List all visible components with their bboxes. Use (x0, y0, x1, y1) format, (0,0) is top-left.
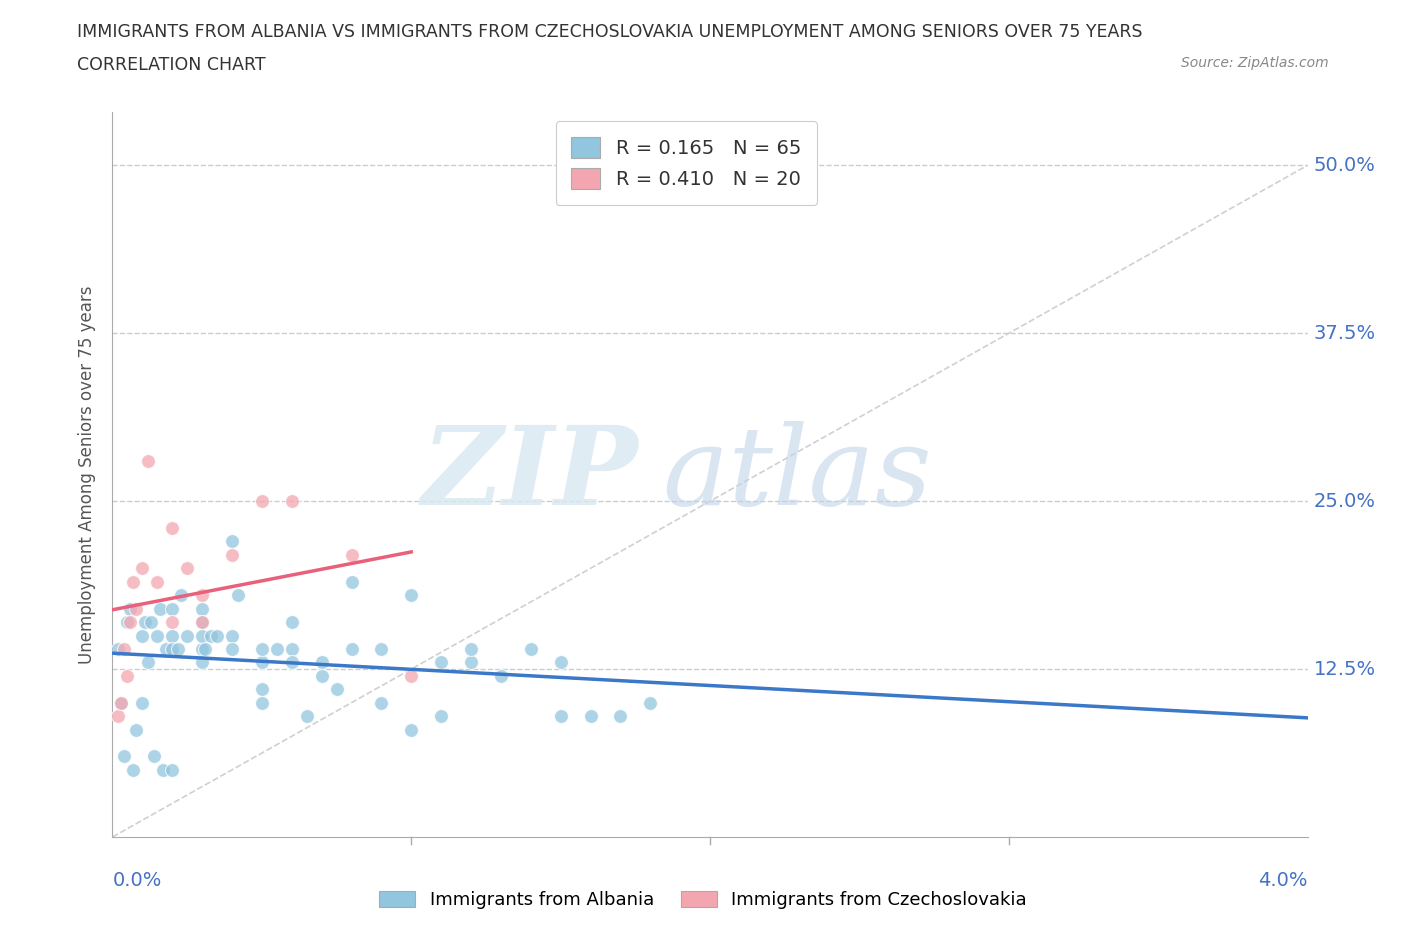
Point (340, 642, 363, 657)
Point (155, 642, 177, 657)
Point (125, 601, 148, 616)
Point (579, 709, 602, 724)
Point (176, 561, 198, 576)
Point (226, 588, 249, 603)
Point (120, 615, 142, 630)
Point (250, 494, 273, 509)
Legend: Immigrants from Albania, Immigrants from Czechoslovakia: Immigrants from Albania, Immigrants from… (371, 884, 1035, 916)
Point (460, 642, 482, 657)
Point (114, 642, 135, 657)
Point (281, 494, 304, 509)
Point (114, 749, 135, 764)
Point (550, 655, 572, 670)
Point (640, 696, 662, 711)
Point (311, 669, 333, 684)
Point (401, 588, 423, 603)
Point (143, 749, 166, 764)
Point (131, 628, 153, 643)
Text: 25.0%: 25.0% (1313, 492, 1375, 511)
Point (167, 642, 190, 657)
Point (281, 642, 304, 657)
Point (430, 655, 453, 670)
Point (146, 575, 169, 590)
Point (250, 655, 273, 670)
Point (162, 521, 183, 536)
Point (138, 454, 160, 469)
Point (221, 628, 243, 643)
Point (250, 642, 273, 657)
Point (125, 722, 148, 737)
Point (120, 601, 142, 616)
Point (191, 588, 214, 603)
Point (194, 642, 217, 657)
Point (141, 615, 163, 630)
Legend: R = 0.165   N = 65, R = 0.410   N = 20: R = 0.165 N = 65, R = 0.410 N = 20 (555, 121, 817, 205)
Y-axis label: Unemployment Among Seniors over 75 years: Unemployment Among Seniors over 75 years (77, 286, 96, 663)
Point (221, 548, 243, 563)
Point (550, 709, 572, 724)
Text: 50.0%: 50.0% (1313, 156, 1375, 175)
Point (250, 696, 273, 711)
Point (221, 534, 243, 549)
Point (110, 696, 132, 711)
Text: CORRELATION CHART: CORRELATION CHART (77, 56, 266, 73)
Point (250, 682, 273, 697)
Text: 4.0%: 4.0% (1258, 870, 1308, 890)
Point (162, 601, 183, 616)
Point (295, 709, 318, 724)
Point (370, 642, 392, 657)
Text: 12.5%: 12.5% (1313, 659, 1375, 679)
Point (340, 548, 363, 563)
Point (162, 763, 183, 777)
Point (117, 615, 139, 630)
Point (489, 669, 512, 684)
Point (401, 669, 423, 684)
Text: IMMIGRANTS FROM ALBANIA VS IMMIGRANTS FROM CZECHOSLOVAKIA UNEMPLOYMENT AMONG SEN: IMMIGRANTS FROM ALBANIA VS IMMIGRANTS FR… (77, 23, 1143, 41)
Point (110, 696, 132, 711)
Point (191, 615, 214, 630)
Point (191, 642, 214, 657)
Point (138, 655, 160, 670)
Point (191, 655, 214, 670)
Point (122, 763, 145, 777)
Point (609, 709, 631, 724)
Point (205, 628, 228, 643)
Point (152, 763, 174, 777)
Text: 37.5%: 37.5% (1313, 324, 1375, 343)
Point (191, 628, 214, 643)
Point (325, 682, 347, 697)
Point (200, 628, 222, 643)
Point (430, 709, 453, 724)
Point (162, 642, 183, 657)
Point (131, 696, 153, 711)
Point (281, 655, 304, 670)
Point (176, 628, 198, 643)
Point (117, 669, 139, 684)
Text: atlas: atlas (662, 420, 932, 528)
Point (401, 722, 423, 737)
Point (149, 601, 172, 616)
Point (107, 642, 129, 657)
Point (191, 615, 214, 630)
Point (134, 615, 156, 630)
Point (460, 655, 482, 670)
Point (191, 601, 214, 616)
Point (170, 588, 193, 603)
Point (340, 575, 363, 590)
Text: Source: ZipAtlas.com: Source: ZipAtlas.com (1181, 56, 1329, 70)
Text: 0.0%: 0.0% (112, 870, 162, 890)
Point (146, 628, 169, 643)
Point (311, 655, 333, 670)
Point (162, 628, 183, 643)
Point (122, 575, 145, 590)
Text: ZIP: ZIP (422, 420, 638, 528)
Point (221, 642, 243, 657)
Point (266, 642, 288, 657)
Point (370, 696, 392, 711)
Point (520, 642, 543, 657)
Point (131, 561, 153, 576)
Point (162, 615, 183, 630)
Point (281, 615, 304, 630)
Point (107, 709, 129, 724)
